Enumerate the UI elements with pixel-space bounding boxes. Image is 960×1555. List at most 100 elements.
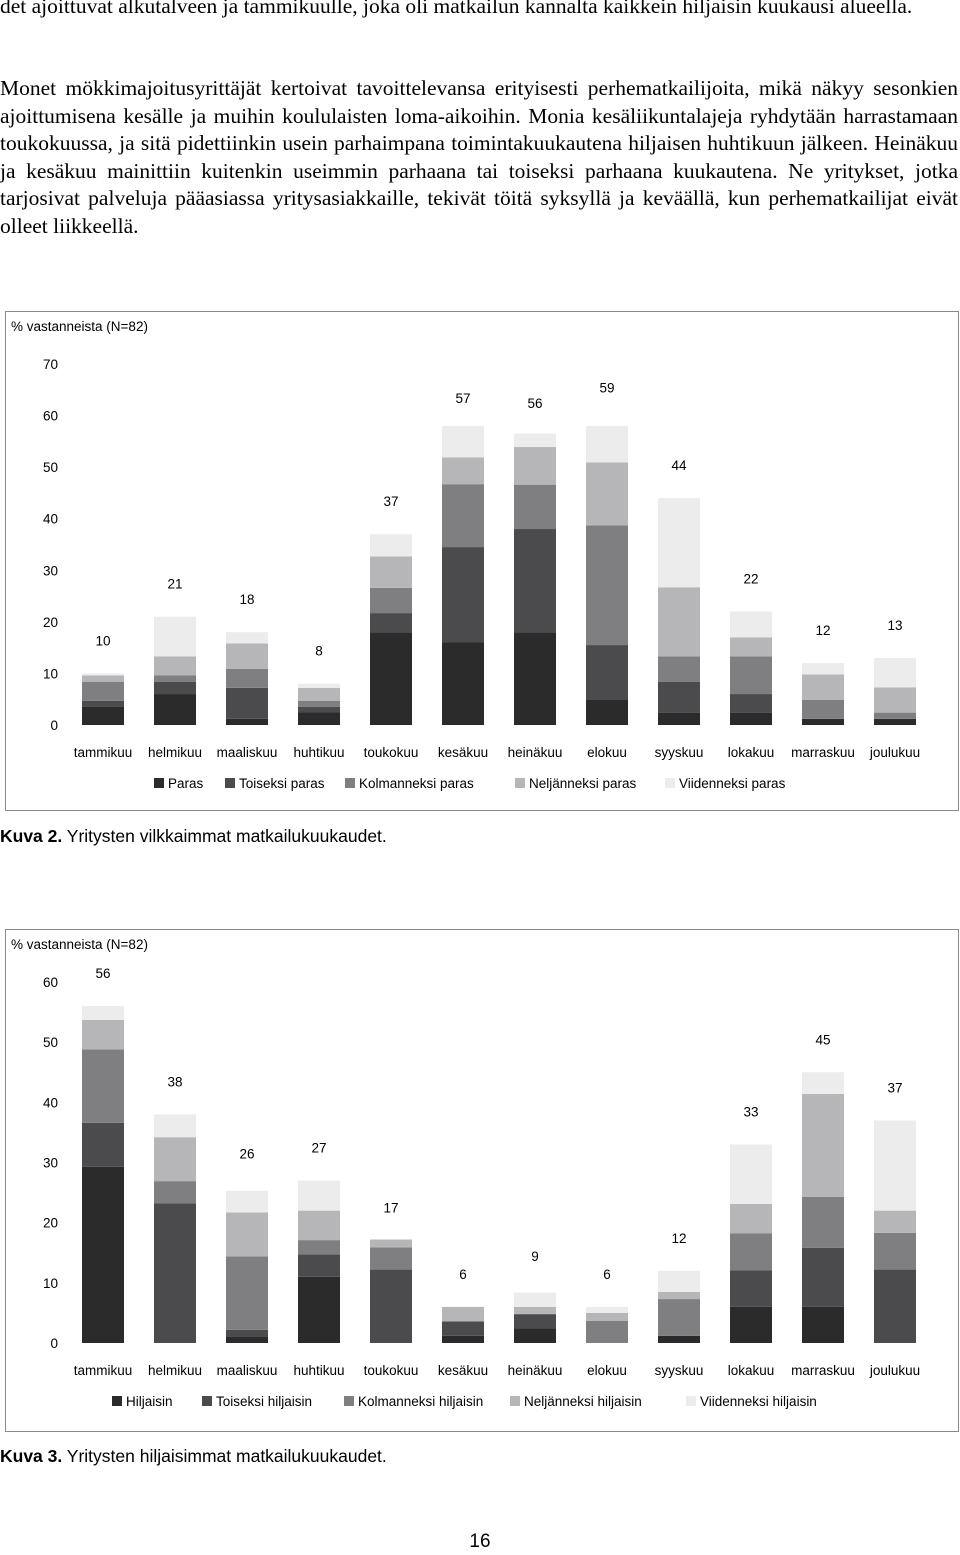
bar-total-label: 21 — [167, 577, 182, 592]
bar-segment-paras — [730, 712, 772, 725]
bar-segment-hiljaisin — [514, 1328, 556, 1343]
bar-segment-toiseksi-hiljaisin — [226, 1329, 268, 1337]
y-tick-label: 30 — [43, 1156, 58, 1171]
bar-total-label: 17 — [383, 1201, 398, 1216]
y-tick-label: 20 — [43, 1216, 58, 1231]
bar-segment-hiljaisin — [730, 1306, 772, 1343]
bar-segment-neljänneksi-hiljaisin — [154, 1137, 196, 1182]
x-category-label: toukokuu — [364, 1363, 419, 1378]
bar-segment-kolmanneksi-hiljaisin — [874, 1232, 916, 1270]
bar-segment-neljänneksi-paras — [226, 643, 268, 669]
bar-total-label: 10 — [95, 633, 110, 648]
bar-segment-hiljaisin — [802, 1306, 844, 1343]
bar-segment-kolmanneksi-paras — [802, 699, 844, 719]
bar-segment-neljänneksi-hiljaisin — [586, 1312, 628, 1321]
bar-segment-toiseksi-paras — [226, 687, 268, 719]
bar-segment-neljänneksi-hiljaisin — [82, 1019, 124, 1050]
bar-segment-neljänneksi-paras — [298, 687, 340, 701]
bar-total-label: 56 — [527, 396, 542, 411]
bar-segment-kolmanneksi-paras — [586, 525, 628, 646]
legend-swatch — [515, 778, 525, 788]
x-category-label: kesäkuu — [438, 745, 488, 760]
chart-quietest-months-svg: % vastanneista (N=82) 0 10 20 30 40 50 60 56 tamm… — [11, 937, 920, 1409]
bar-segment-toiseksi-hiljaisin — [370, 1269, 412, 1343]
x-category-label: huhtikuu — [293, 745, 344, 760]
bar-segment-neljänneksi-hiljaisin — [874, 1210, 916, 1233]
bar-total-label: 27 — [311, 1141, 326, 1156]
figure-caption-2: Kuva 2. Yritysten vilkkaimmat matkailuku… — [0, 826, 387, 847]
legend-swatch — [510, 1396, 520, 1406]
x-category-label: heinäkuu — [508, 1363, 563, 1378]
legend-swatch — [686, 1396, 696, 1406]
bar-segment-paras — [802, 718, 844, 725]
bar-segment-toiseksi-hiljaisin — [442, 1321, 484, 1336]
bar-segment-viidenneksi-hiljaisin — [586, 1306, 628, 1313]
bar-segment-viidenneksi-paras — [154, 616, 196, 657]
bar-total-label: 8 — [315, 644, 323, 659]
bar-segment-kolmanneksi-paras — [730, 656, 772, 695]
bar-segment-viidenneksi-hiljaisin — [658, 1270, 700, 1292]
legend-label: Kolmanneksi hiljaisin — [358, 1394, 483, 1409]
x-category-label: kesäkuu — [438, 1363, 488, 1378]
caption-label-2: Kuva 2. — [0, 826, 63, 846]
x-category-label: elokuu — [587, 745, 627, 760]
bar-segment-toiseksi-paras — [730, 694, 772, 713]
y-tick-label: 40 — [43, 1095, 58, 1110]
bar-segment-kolmanneksi-hiljaisin — [226, 1256, 268, 1330]
bar-segment-viidenneksi-paras — [658, 498, 700, 588]
x-category-label: lokakuu — [728, 745, 775, 760]
caption-text-2: Yritysten vilkkaimmat matkailukuukaudet. — [62, 826, 387, 846]
bar-segment-viidenneksi-hiljaisin — [874, 1120, 916, 1211]
y-tick-label: 10 — [43, 1276, 58, 1291]
bar-segment-viidenneksi-paras — [82, 673, 124, 676]
x-category-label: heinäkuu — [508, 745, 563, 760]
legend-label: Neljänneksi hiljaisin — [524, 1394, 642, 1409]
bar-total-label: 56 — [95, 966, 110, 981]
bar-total-label: 44 — [671, 458, 687, 473]
y-axis-title: % vastanneista (N=82) — [11, 937, 148, 952]
y-tick-label: 30 — [43, 563, 58, 578]
bar-segment-viidenneksi-paras — [370, 534, 412, 557]
bar-segment-neljänneksi-hiljaisin — [802, 1093, 844, 1197]
bar-segment-viidenneksi-hiljaisin — [730, 1144, 772, 1205]
bar-segment-viidenneksi-paras — [226, 632, 268, 644]
y-tick-label: 0 — [50, 718, 58, 733]
legend-label: Neljänneksi paras — [529, 776, 637, 791]
x-category-label: maaliskuu — [217, 1363, 278, 1378]
bar-segment-kolmanneksi-paras — [226, 668, 268, 688]
x-category-label: tammikuu — [74, 745, 133, 760]
legend-swatch — [202, 1396, 212, 1406]
legend-label: Hiljaisin — [126, 1394, 173, 1409]
bar-total-label: 13 — [887, 618, 902, 633]
bar-total-label: 18 — [239, 592, 254, 607]
bar-segment-toiseksi-hiljaisin — [874, 1269, 916, 1343]
bar-segment-viidenneksi-paras — [802, 663, 844, 675]
bar-segment-paras — [514, 632, 556, 725]
bar-segment-toiseksi-hiljaisin — [82, 1122, 124, 1167]
bar-segment-neljänneksi-paras — [730, 637, 772, 657]
bar-total-label: 59 — [599, 381, 614, 396]
bar-total-label: 12 — [815, 623, 830, 638]
bar-segment-neljänneksi-hiljaisin — [370, 1239, 412, 1248]
bar-segment-neljänneksi-hiljaisin — [514, 1306, 556, 1315]
bar-segment-kolmanneksi-paras — [442, 484, 484, 548]
bar-segment-toiseksi-paras — [154, 681, 196, 695]
bar-segment-paras — [154, 694, 196, 725]
bar-segment-neljänneksi-paras — [586, 462, 628, 526]
bar-segment-kolmanneksi-paras — [298, 700, 340, 707]
bar-segment-neljänneksi-hiljaisin — [298, 1210, 340, 1241]
bar-segment-kolmanneksi-paras — [154, 675, 196, 682]
caption-label-3: Kuva 3. — [0, 1446, 63, 1466]
y-axis-title: % vastanneista (N=82) — [11, 319, 148, 334]
legend-label: Toiseksi hiljaisin — [216, 1394, 312, 1409]
bar-total-label: 45 — [815, 1032, 830, 1047]
bar-segment-neljänneksi-paras — [658, 587, 700, 657]
bar-segment-neljänneksi-hiljaisin — [730, 1204, 772, 1234]
x-category-label: helmikuu — [148, 745, 202, 760]
bar-segment-toiseksi-paras — [370, 613, 412, 633]
bar-segment-neljänneksi-paras — [154, 656, 196, 676]
bar-total-label: 6 — [603, 1267, 611, 1282]
y-tick-label: 50 — [43, 1035, 58, 1050]
legend-label: Kolmanneksi paras — [359, 776, 474, 791]
legend-swatch — [225, 778, 235, 788]
